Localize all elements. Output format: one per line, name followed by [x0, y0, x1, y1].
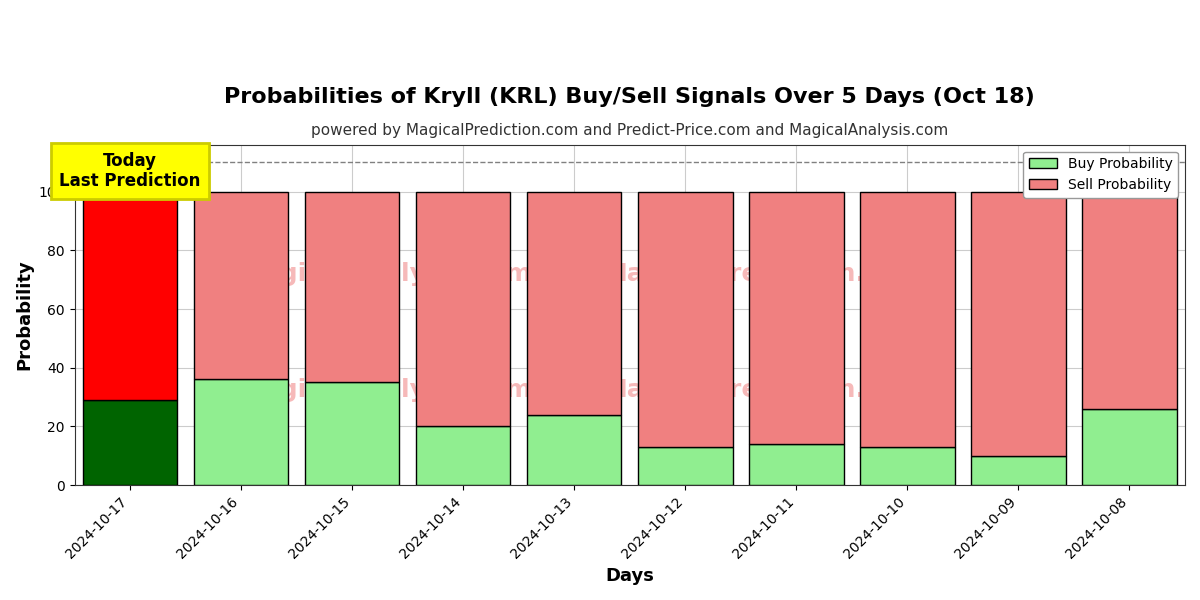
Bar [305, 382, 400, 485]
Bar [749, 191, 844, 444]
Text: MagicalPrediction.com: MagicalPrediction.com [602, 262, 924, 286]
Legend: Buy Probability, Sell Probability: Buy Probability, Sell Probability [1024, 152, 1178, 197]
Bar [527, 415, 622, 485]
Bar [194, 191, 288, 379]
Bar [83, 191, 178, 400]
Bar [860, 191, 955, 447]
Bar [860, 447, 955, 485]
Bar [416, 427, 510, 485]
Bar [83, 400, 178, 485]
Bar [194, 379, 288, 485]
Bar [638, 191, 732, 447]
Text: MagicalPrediction.com: MagicalPrediction.com [602, 378, 924, 402]
Bar [1082, 409, 1177, 485]
Text: powered by MagicalPrediction.com and Predict-Price.com and MagicalAnalysis.com: powered by MagicalPrediction.com and Pre… [311, 123, 948, 138]
Bar [527, 191, 622, 415]
Y-axis label: Probability: Probability [16, 260, 34, 370]
X-axis label: Days: Days [605, 567, 654, 585]
Bar [638, 447, 732, 485]
Text: MagicalAnalysis.com: MagicalAnalysis.com [239, 262, 533, 286]
Bar [971, 456, 1066, 485]
Text: MagicalAnalysis.com: MagicalAnalysis.com [239, 378, 533, 402]
Bar [1082, 191, 1177, 409]
Bar [749, 444, 844, 485]
Bar [416, 191, 510, 427]
Text: Today
Last Prediction: Today Last Prediction [60, 152, 200, 190]
Bar [971, 191, 1066, 456]
Title: Probabilities of Kryll (KRL) Buy/Sell Signals Over 5 Days (Oct 18): Probabilities of Kryll (KRL) Buy/Sell Si… [224, 87, 1036, 107]
Bar [305, 191, 400, 382]
